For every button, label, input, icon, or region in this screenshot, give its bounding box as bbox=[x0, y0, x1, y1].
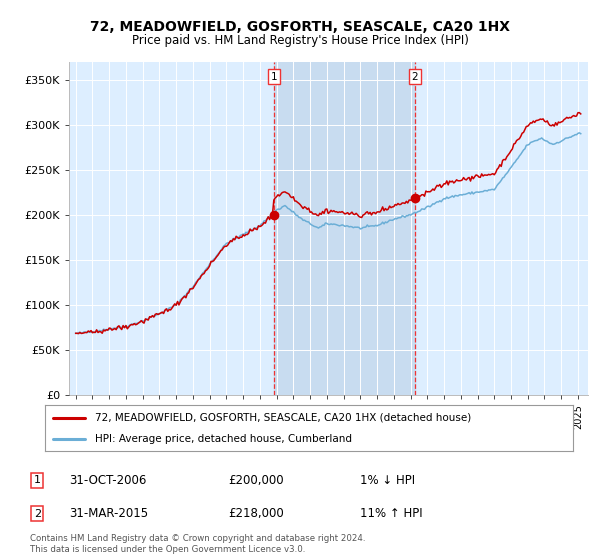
Text: 11% ↑ HPI: 11% ↑ HPI bbox=[360, 507, 422, 520]
Text: 31-OCT-2006: 31-OCT-2006 bbox=[69, 474, 146, 487]
Text: £218,000: £218,000 bbox=[228, 507, 284, 520]
Text: Price paid vs. HM Land Registry's House Price Index (HPI): Price paid vs. HM Land Registry's House … bbox=[131, 34, 469, 46]
Text: 1: 1 bbox=[34, 475, 41, 486]
Text: 1: 1 bbox=[271, 72, 277, 82]
Text: 31-MAR-2015: 31-MAR-2015 bbox=[69, 507, 148, 520]
Text: Contains HM Land Registry data © Crown copyright and database right 2024.: Contains HM Land Registry data © Crown c… bbox=[30, 534, 365, 543]
Text: 72, MEADOWFIELD, GOSFORTH, SEASCALE, CA20 1HX (detached house): 72, MEADOWFIELD, GOSFORTH, SEASCALE, CA2… bbox=[95, 413, 472, 423]
Text: This data is licensed under the Open Government Licence v3.0.: This data is licensed under the Open Gov… bbox=[30, 545, 305, 554]
Bar bbox=[274, 62, 415, 395]
Text: 72, MEADOWFIELD, GOSFORTH, SEASCALE, CA20 1HX: 72, MEADOWFIELD, GOSFORTH, SEASCALE, CA2… bbox=[90, 20, 510, 34]
Text: HPI: Average price, detached house, Cumberland: HPI: Average price, detached house, Cumb… bbox=[95, 435, 352, 444]
Text: 2: 2 bbox=[412, 72, 418, 82]
Text: 1% ↓ HPI: 1% ↓ HPI bbox=[360, 474, 415, 487]
Text: £200,000: £200,000 bbox=[228, 474, 284, 487]
Text: 2: 2 bbox=[34, 508, 41, 519]
